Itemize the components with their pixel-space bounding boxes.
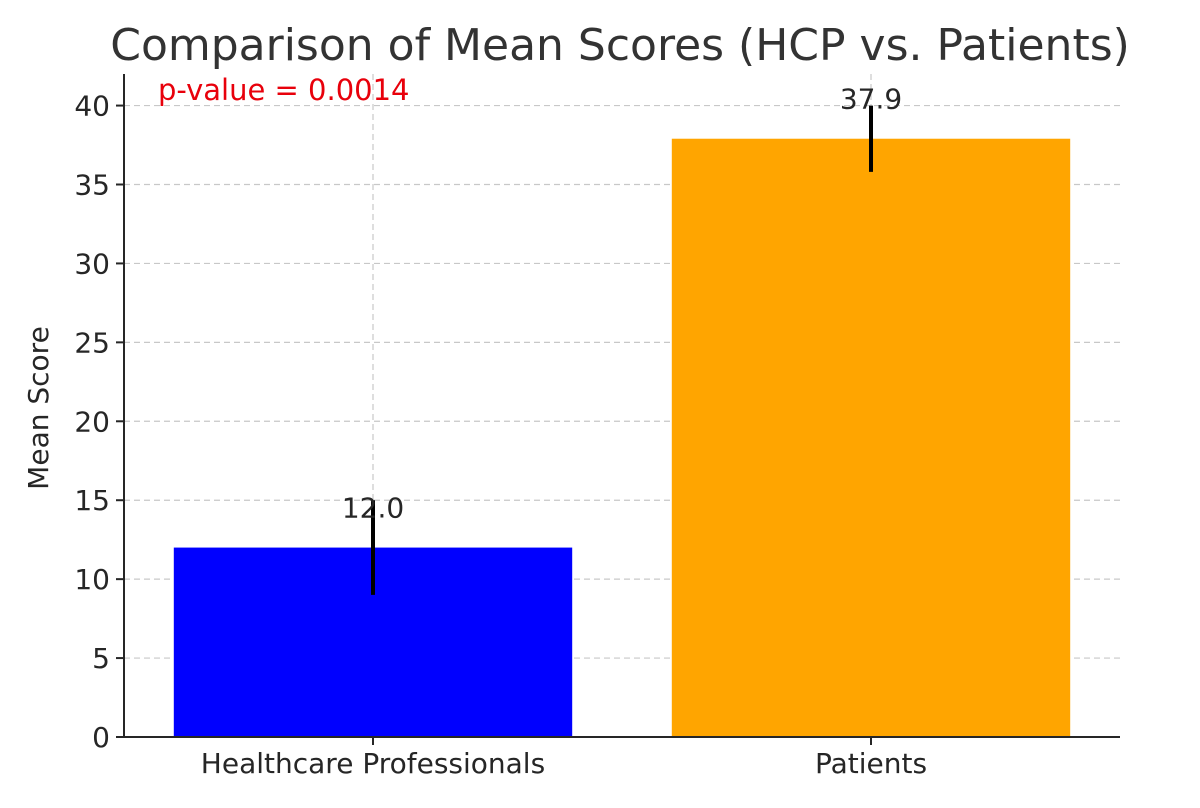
p-value-annotation: p-value = 0.0014: [158, 73, 410, 107]
value-labels: 12.0 37.9: [342, 83, 902, 525]
y-axis-label: Mean Score: [22, 326, 55, 490]
x-ticks: Healthcare Professionals Patients: [201, 737, 927, 780]
x-tick-label: Patients: [815, 747, 927, 780]
y-tick-label: 5: [92, 642, 110, 675]
y-tick-label: 30: [74, 247, 110, 280]
bars: [173, 138, 1071, 737]
y-tick-label: 25: [74, 326, 110, 359]
error-bars: [371, 105, 873, 595]
y-tick-label: 10: [74, 563, 110, 596]
value-label: 37.9: [840, 83, 902, 116]
y-tick-label: 20: [74, 405, 110, 438]
y-tick-label: 0: [92, 721, 110, 754]
chart-title: Comparison of Mean Scores (HCP vs. Patie…: [110, 20, 1130, 71]
value-label: 12.0: [342, 492, 404, 525]
y-ticks: 0 5 10 15 20 25 30 35 40: [74, 90, 124, 754]
x-tick-label: Healthcare Professionals: [201, 747, 545, 780]
y-tick-label: 40: [74, 90, 110, 123]
y-tick-label: 15: [74, 484, 110, 517]
y-tick-label: 35: [74, 169, 110, 202]
bar: [671, 138, 1071, 737]
